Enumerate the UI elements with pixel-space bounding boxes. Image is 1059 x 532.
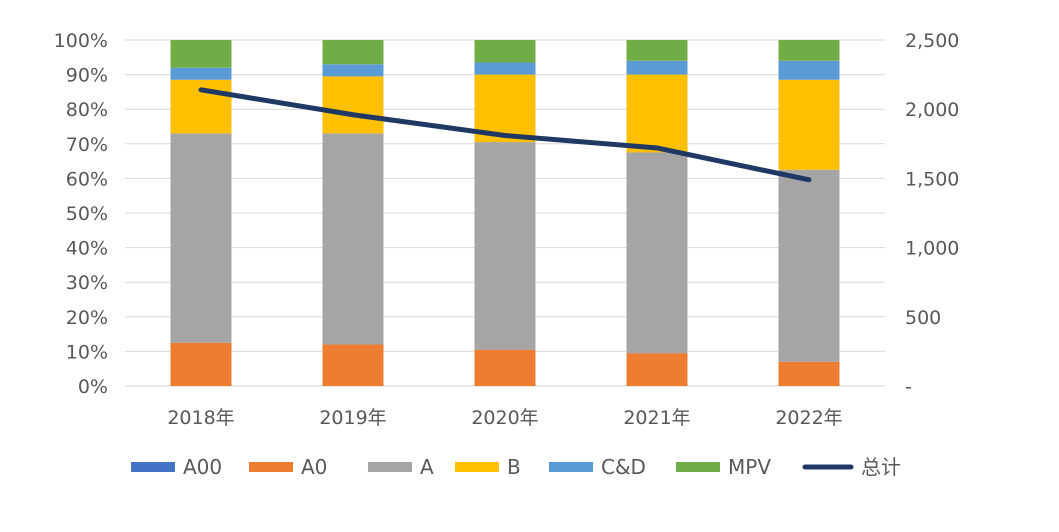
left-tick-label: 20% bbox=[66, 307, 108, 329]
legend-item: MPV bbox=[676, 455, 771, 479]
left-tick-label: 80% bbox=[66, 99, 108, 121]
x-tick-label: 2021年 bbox=[623, 407, 690, 429]
legend-item: B bbox=[455, 455, 521, 479]
legend-swatch bbox=[368, 462, 412, 472]
x-tick-label: 2019年 bbox=[319, 407, 386, 429]
left-axis-ticks: 0% 10% 20% 30% 40% 50% 60% 70% 80% 90% 100% bbox=[54, 30, 108, 398]
bar-a bbox=[170, 133, 232, 343]
legend-swatch bbox=[676, 462, 720, 472]
right-tick-label: 1,500 bbox=[905, 168, 959, 190]
bar-a0 bbox=[626, 353, 688, 386]
legend-label: MPV bbox=[728, 455, 771, 479]
left-tick-label: 10% bbox=[66, 341, 108, 363]
bar-cd bbox=[322, 64, 384, 77]
left-tick-label: 60% bbox=[66, 168, 108, 190]
bar-cd bbox=[474, 62, 536, 75]
bar-mpv bbox=[474, 40, 536, 63]
x-tick-label: 2018年 bbox=[167, 407, 234, 429]
legend-label: A0 bbox=[301, 455, 327, 479]
legend-label: 总计 bbox=[861, 455, 901, 479]
right-tick-label: 1,000 bbox=[905, 238, 959, 260]
right-tick-label: 2,500 bbox=[905, 30, 959, 52]
legend-swatch bbox=[455, 462, 499, 472]
x-tick-label: 2022年 bbox=[775, 407, 842, 429]
left-tick-label: 30% bbox=[66, 272, 108, 294]
left-tick-label: 100% bbox=[54, 30, 108, 52]
bar-a bbox=[322, 133, 384, 345]
x-tick-label: 2020年 bbox=[471, 407, 538, 429]
legend-item: 总计 bbox=[802, 455, 901, 479]
legend-item: A0 bbox=[249, 455, 327, 479]
right-tick-label: 2,000 bbox=[905, 99, 959, 121]
legend-item: A00 bbox=[131, 455, 222, 479]
bar-mpv bbox=[778, 40, 840, 61]
left-tick-label: 90% bbox=[66, 65, 108, 87]
legend-label: A bbox=[420, 455, 434, 479]
bar-a bbox=[626, 152, 688, 354]
legend-swatch bbox=[549, 462, 593, 472]
legend-item: C&D bbox=[549, 455, 646, 479]
bar-a0 bbox=[170, 342, 232, 386]
left-tick-label: 40% bbox=[66, 238, 108, 260]
bar-b bbox=[626, 74, 688, 153]
bar-mpv bbox=[322, 40, 384, 65]
left-tick-label: 50% bbox=[66, 203, 108, 225]
bar-cd bbox=[778, 60, 840, 80]
right-tick-label: - bbox=[905, 376, 912, 398]
legend-swatch bbox=[131, 462, 175, 472]
bar-a0 bbox=[322, 344, 384, 386]
legend-label: C&D bbox=[601, 455, 646, 479]
bar-a bbox=[474, 142, 536, 350]
bar-a bbox=[778, 169, 840, 362]
total-line-path bbox=[198, 87, 812, 183]
bar-b bbox=[322, 76, 384, 134]
legend-label: B bbox=[507, 455, 521, 479]
right-axis-ticks: - 500 1,000 1,500 2,000 2,500 bbox=[905, 30, 959, 398]
bar-cd bbox=[626, 60, 688, 75]
bar-cd bbox=[170, 67, 232, 80]
left-tick-label: 0% bbox=[78, 376, 108, 398]
legend-label: A00 bbox=[183, 455, 222, 479]
bar-a0 bbox=[474, 349, 536, 386]
left-tick-label: 70% bbox=[66, 134, 108, 156]
bar-a0 bbox=[778, 361, 840, 386]
bar-mpv bbox=[626, 40, 688, 61]
bars bbox=[170, 40, 840, 386]
bar-b bbox=[778, 79, 840, 170]
legend-swatch bbox=[249, 462, 293, 472]
legend: A00 A0 A B C&D MPV 总计 bbox=[131, 455, 901, 479]
bar-mpv bbox=[170, 40, 232, 68]
total-line bbox=[198, 87, 812, 183]
right-tick-label: 500 bbox=[905, 307, 941, 329]
x-axis-ticks: 2018年 2019年 2020年 2021年 2022年 bbox=[167, 407, 842, 429]
legend-item: A bbox=[368, 455, 434, 479]
